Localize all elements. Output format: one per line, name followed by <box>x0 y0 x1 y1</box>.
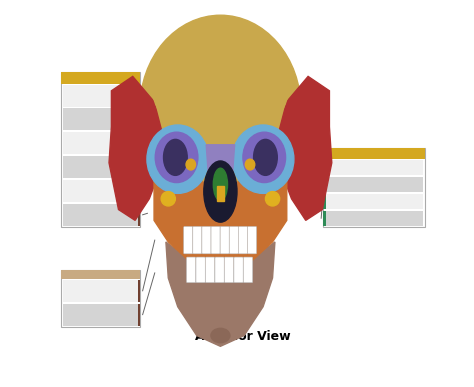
Polygon shape <box>206 145 235 184</box>
Ellipse shape <box>173 37 268 116</box>
Bar <box>138 204 140 226</box>
Bar <box>325 176 423 192</box>
Ellipse shape <box>186 159 195 170</box>
Bar <box>217 186 224 200</box>
Polygon shape <box>154 166 287 271</box>
Bar <box>323 148 425 159</box>
Ellipse shape <box>204 161 237 222</box>
Bar <box>325 211 423 226</box>
Polygon shape <box>166 242 275 346</box>
Bar <box>63 85 138 107</box>
Bar <box>138 85 140 107</box>
Bar <box>63 132 138 154</box>
Ellipse shape <box>245 159 255 170</box>
Bar <box>61 72 140 84</box>
FancyBboxPatch shape <box>224 257 234 283</box>
Ellipse shape <box>152 22 289 145</box>
Bar <box>323 211 326 226</box>
Bar <box>138 180 140 202</box>
Bar <box>61 270 140 327</box>
Ellipse shape <box>161 192 175 206</box>
Ellipse shape <box>164 139 187 175</box>
FancyBboxPatch shape <box>202 226 211 254</box>
Bar <box>63 180 138 202</box>
Bar <box>63 204 138 226</box>
Ellipse shape <box>265 192 280 206</box>
Bar <box>63 304 138 325</box>
Ellipse shape <box>155 132 198 183</box>
FancyBboxPatch shape <box>205 257 215 283</box>
FancyBboxPatch shape <box>193 226 202 254</box>
Bar <box>325 194 423 209</box>
FancyBboxPatch shape <box>220 226 229 254</box>
Bar <box>138 132 140 154</box>
Bar <box>138 108 140 130</box>
FancyBboxPatch shape <box>211 226 220 254</box>
FancyBboxPatch shape <box>234 257 243 283</box>
Ellipse shape <box>140 15 301 202</box>
Bar <box>61 270 140 279</box>
FancyBboxPatch shape <box>238 226 247 254</box>
Ellipse shape <box>232 125 294 194</box>
FancyBboxPatch shape <box>247 226 256 254</box>
Bar <box>323 148 425 227</box>
FancyBboxPatch shape <box>183 226 192 254</box>
FancyBboxPatch shape <box>186 257 196 283</box>
Ellipse shape <box>147 125 209 194</box>
FancyBboxPatch shape <box>243 257 253 283</box>
Bar <box>138 280 140 302</box>
Text: Anterior View: Anterior View <box>195 330 291 344</box>
Polygon shape <box>109 76 164 220</box>
FancyBboxPatch shape <box>229 226 238 254</box>
Bar <box>63 108 138 130</box>
Polygon shape <box>277 76 332 220</box>
Bar <box>323 194 326 209</box>
Ellipse shape <box>254 139 277 175</box>
FancyBboxPatch shape <box>215 257 224 283</box>
Ellipse shape <box>213 168 228 200</box>
FancyBboxPatch shape <box>196 257 205 283</box>
Bar <box>325 160 423 175</box>
Bar <box>63 280 138 302</box>
Bar <box>323 176 326 192</box>
Ellipse shape <box>243 132 285 183</box>
Bar <box>138 304 140 325</box>
Ellipse shape <box>211 328 230 343</box>
Bar <box>63 156 138 178</box>
Bar <box>138 156 140 178</box>
Bar <box>323 160 326 175</box>
Bar <box>61 72 140 227</box>
